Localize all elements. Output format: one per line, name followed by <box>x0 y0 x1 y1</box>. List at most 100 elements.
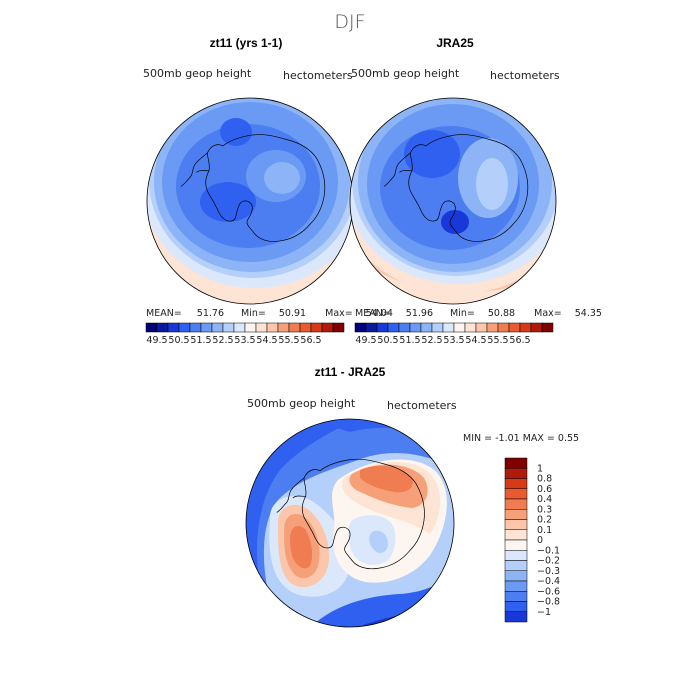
colorbar-diff-swatch <box>504 560 528 571</box>
left-mean-value: 51.76 <box>197 308 224 319</box>
colorbar-left-swatch <box>167 322 180 333</box>
panel-right: JRA25 500mb geop height hectometers MEAN… <box>349 36 602 346</box>
colorbar-right-swatch <box>519 322 532 333</box>
panel-diff-title: zt11 - JRA25 <box>315 365 386 379</box>
colorbar-diff-swatch <box>504 601 528 612</box>
colorbar-right-swatch <box>409 322 422 333</box>
colorbar-right-swatch <box>464 322 477 333</box>
colorbar-right-swatch <box>453 322 466 333</box>
colorbar-diff-swatch <box>504 611 528 623</box>
colorbar-left-swatch <box>288 322 301 333</box>
colorbar-right-swatch <box>376 322 389 333</box>
colorbar-left-swatch <box>189 322 202 333</box>
colorbar-right-tick-label: 55.5 <box>487 335 508 346</box>
panel-diff-units: hectometers <box>387 399 457 412</box>
colorbar-right-tick-label: 50.5 <box>377 335 398 346</box>
colorbar-right-tick-label: 54.5 <box>465 335 486 346</box>
colorbar-right-swatch <box>431 322 444 333</box>
colorbar-right-swatch <box>497 322 510 333</box>
colorbar-diff-tick-label: −0.8 <box>537 597 560 608</box>
panel-left: zt11 (yrs 1-1) 500mb geop height hectome… <box>143 36 393 346</box>
panel-left-variable: 500mb geop height <box>143 67 252 80</box>
colorbar-right-swatch <box>354 322 367 333</box>
colorbar-diff-swatch <box>504 519 528 530</box>
colorbar-right-swatch <box>365 322 378 333</box>
colorbar-right-tick-label: 53.5 <box>443 335 464 346</box>
colorbar-right-swatch <box>508 322 521 333</box>
figure-title: DJF <box>334 11 365 33</box>
colorbar-left-swatch <box>178 322 191 333</box>
colorbar-diff-tick-label: −0.3 <box>537 566 560 577</box>
left-min-label: Min= <box>241 308 266 319</box>
panel-right-stats: MEAN= 51.96 Min= 50.88 Max= 54.35 <box>355 308 602 319</box>
colorbar-diff-tick-label: 0.3 <box>537 504 552 515</box>
colorbar-left-swatch <box>200 322 213 333</box>
colorbar-left-swatch <box>299 322 312 333</box>
map-left <box>147 98 353 304</box>
colorbar-right-tick-label: 51.5 <box>399 335 420 346</box>
colorbar-right <box>354 322 554 333</box>
left-max-value: 54.04 <box>366 308 393 319</box>
colorbar-diff-swatch <box>504 580 528 592</box>
right-mean-label: MEAN= <box>355 308 391 319</box>
colorbar-right-labels: 49.5 50.5 51.5 52.5 53.5 54.5 55.5 56.5 <box>355 335 530 346</box>
colorbar-diff-tick-label: 0.1 <box>537 525 552 536</box>
colorbar-diff-tick-label: 0 <box>537 535 543 546</box>
left-max-label: Max= <box>325 308 353 319</box>
colorbar-left-tick-label: 56.5 <box>300 335 321 346</box>
colorbar-diff-swatch <box>504 550 528 561</box>
colorbar-diff-swatch <box>504 488 528 500</box>
colorbar-right-swatch <box>475 322 488 333</box>
right-mean-value: 51.96 <box>406 308 433 319</box>
colorbar-diff-swatch <box>504 498 528 510</box>
colorbar-right-swatch <box>486 322 499 333</box>
map-diff <box>246 419 454 627</box>
colorbar-left-swatch <box>310 322 323 333</box>
panel-right-title: JRA25 <box>436 36 474 50</box>
colorbar-right-swatch <box>442 322 455 333</box>
colorbar-diff-tick-label: −1 <box>537 607 551 618</box>
colorbar-diff-tick-label: 1 <box>537 463 543 474</box>
panel-left-stats: MEAN= 51.76 Min= 50.91 Max= 54.04 <box>146 308 393 319</box>
colorbar-left-swatch <box>266 322 279 333</box>
colorbar-diff-tick-label: −0.6 <box>537 586 560 597</box>
colorbar-left-swatch <box>244 322 257 333</box>
colorbar-diff-swatch <box>504 457 528 469</box>
colorbar-left-tick-label: 54.5 <box>256 335 277 346</box>
colorbar-diff-swatch <box>504 509 528 520</box>
colorbar-right-swatch <box>420 322 433 333</box>
colorbar-left-tick-label: 51.5 <box>190 335 211 346</box>
colorbar-diff-tick-label: 0.6 <box>537 484 552 495</box>
colorbar-diff-swatch <box>504 529 528 541</box>
colorbar-diff-tick-label: 0.2 <box>537 515 552 526</box>
left-min-value: 50.91 <box>279 308 306 319</box>
colorbar-diff <box>504 457 528 623</box>
colorbar-diff-swatch <box>504 570 528 582</box>
panel-diff: zt11 - JRA25 500mb geop height hectomete… <box>245 365 579 628</box>
colorbar-right-swatch <box>398 322 411 333</box>
colorbar-left-tick-label: 52.5 <box>212 335 233 346</box>
right-max-label: Max= <box>534 308 562 319</box>
colorbar-left-tick-label: 50.5 <box>168 335 189 346</box>
panel-right-variable: 500mb geop height <box>351 67 460 80</box>
colorbar-left-swatch <box>222 322 235 333</box>
colorbar-left-swatch <box>233 322 246 333</box>
colorbar-left <box>145 322 345 333</box>
panel-right-units: hectometers <box>490 69 560 82</box>
colorbar-left-tick-label: 55.5 <box>278 335 299 346</box>
colorbar-left-swatch <box>321 322 334 333</box>
left-mean-label: MEAN= <box>146 308 182 319</box>
colorbar-left-swatch <box>277 322 290 333</box>
map-right <box>350 98 556 304</box>
colorbar-diff-swatch <box>504 478 528 489</box>
right-min-label: Min= <box>450 308 475 319</box>
colorbar-left-swatch <box>145 322 158 333</box>
panel-left-units: hectometers <box>283 69 353 82</box>
colorbar-diff-tick-label: −0.4 <box>537 576 560 587</box>
colorbar-left-labels: 49.5 50.5 51.5 52.5 53.5 54.5 55.5 56.5 <box>146 335 321 346</box>
panel-diff-variable: 500mb geop height <box>247 397 356 410</box>
colorbar-diff-swatch <box>504 591 528 602</box>
right-min-value: 50.88 <box>488 308 515 319</box>
colorbar-right-tick-label: 56.5 <box>509 335 530 346</box>
